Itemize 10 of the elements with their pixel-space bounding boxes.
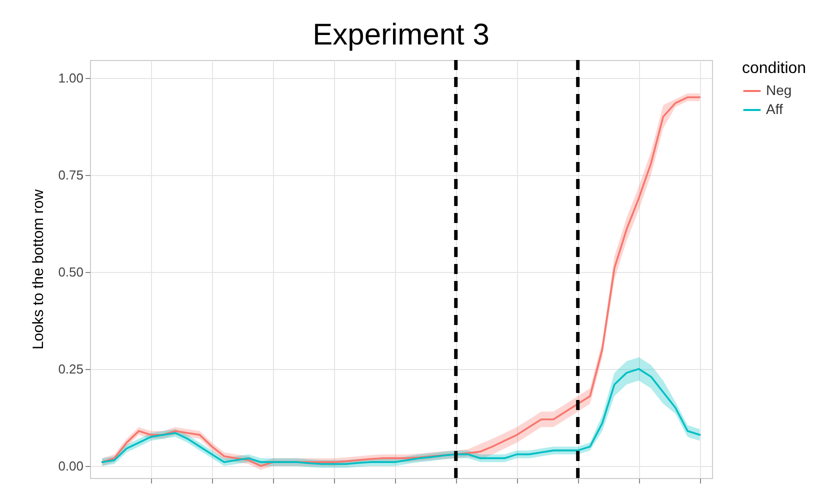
legend-label: Aff	[766, 101, 783, 117]
legend-label: Neg	[766, 82, 792, 98]
y-tick-label: 0.25	[58, 361, 84, 376]
y-tick-label: 0.00	[58, 458, 84, 474]
chart-title: Experiment 3	[312, 18, 490, 52]
legend-title: condition	[742, 60, 806, 77]
y-axis-title: Looks to the bottom row	[30, 189, 48, 350]
y-tick-label: 0.75	[58, 167, 84, 182]
y-tick-label: 1.00	[58, 70, 84, 86]
y-tick-label: 0.50	[58, 264, 84, 280]
